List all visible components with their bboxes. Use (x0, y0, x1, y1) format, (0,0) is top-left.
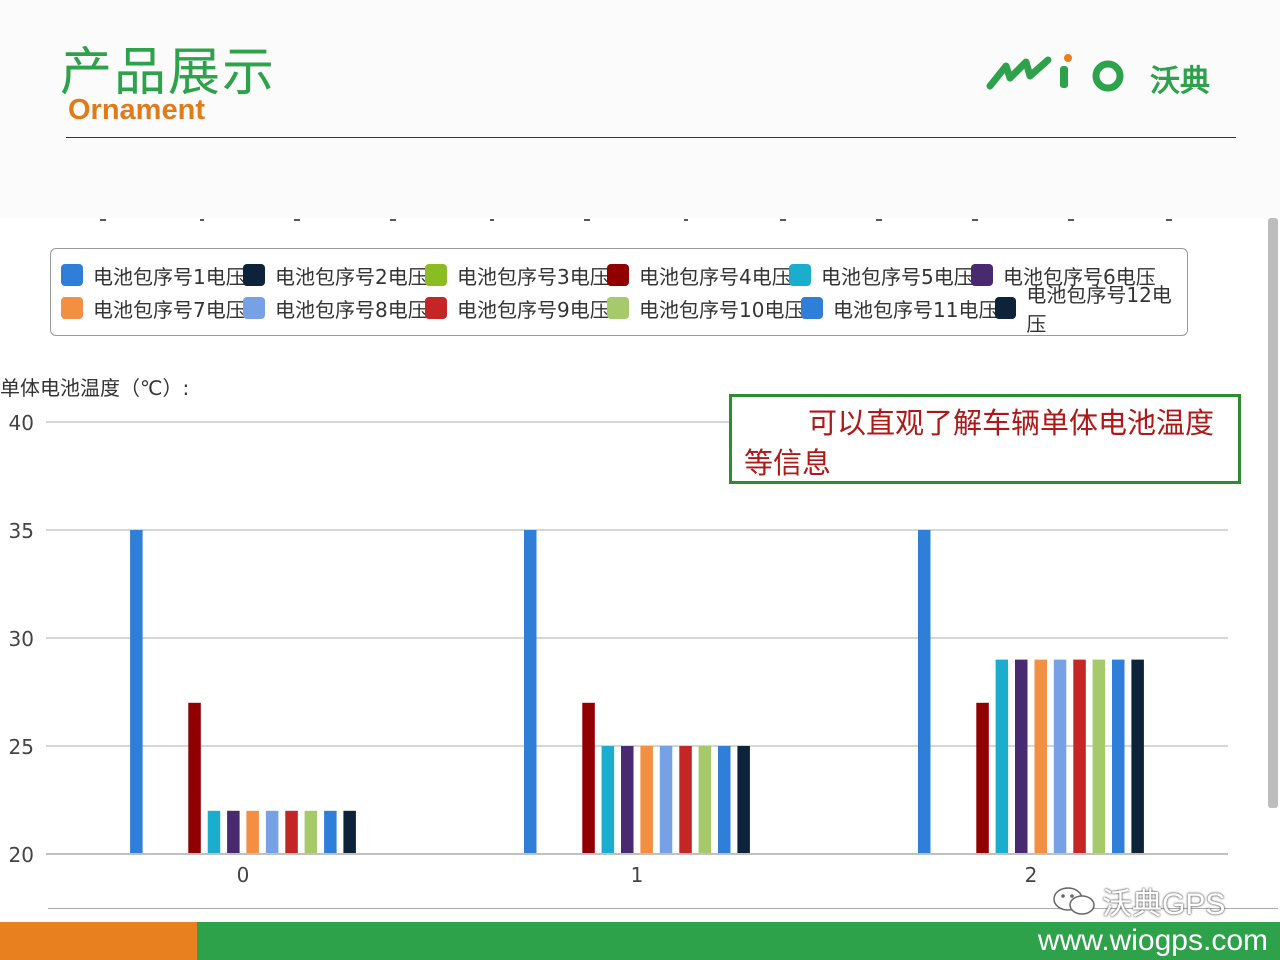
legend-swatch (61, 297, 83, 319)
bar[interactable] (718, 746, 731, 854)
legend-swatch (971, 264, 993, 286)
legend-label: 电池包序号3电压 (457, 264, 610, 289)
legend-label: 电池包序号10电压 (639, 297, 805, 322)
y-tick-label: 30 (9, 627, 34, 651)
bar[interactable] (737, 746, 750, 854)
legend-label: 电池包序号4电压 (639, 264, 792, 289)
x-tick-label: 2 (1025, 863, 1038, 887)
legend-swatch (425, 264, 447, 286)
y-tick-label: 40 (9, 411, 34, 435)
legend-item[interactable]: 电池包序号6电压 (971, 261, 1156, 289)
legend-swatch (607, 264, 629, 286)
legend-label: 电池包序号12电压 (1026, 283, 1172, 336)
legend-label: 电池包序号7电压 (93, 297, 246, 322)
footer-accent (0, 922, 197, 960)
legend-label: 电池包序号2电压 (275, 264, 428, 289)
legend-label: 电池包序号1电压 (93, 264, 246, 289)
bar[interactable] (601, 746, 615, 854)
legend-swatch (243, 264, 265, 286)
page-title: 产品展示 (60, 43, 277, 103)
legend-label: 电池包序号8电压 (275, 297, 428, 322)
y-tick-label: 35 (9, 519, 34, 543)
wio-logo (986, 54, 1124, 92)
bar[interactable] (227, 810, 240, 854)
bar[interactable] (130, 530, 143, 854)
y-axis-title: 单体电池温度（℃）: (0, 376, 190, 400)
bar[interactable] (324, 810, 337, 854)
legend-swatch (607, 297, 629, 319)
legend-item[interactable]: 电池包序号2电压 (243, 261, 428, 289)
legend-item[interactable]: 电池包序号8电压 (243, 294, 428, 322)
bar[interactable] (285, 810, 298, 854)
legend-swatch (801, 297, 823, 319)
bar[interactable] (918, 530, 931, 854)
bar[interactable] (246, 810, 259, 854)
legend-item[interactable]: 电池包序号5电压 (789, 261, 974, 289)
bar[interactable] (1015, 659, 1028, 854)
slide-header (0, 0, 1280, 220)
bar[interactable] (343, 810, 356, 854)
legend-swatch (425, 297, 447, 319)
x-tick-label: 1 (631, 863, 644, 887)
bar[interactable] (1112, 659, 1125, 854)
logo-text: 沃典 (1150, 64, 1210, 99)
legend-swatch (789, 264, 811, 286)
wechat-icon (1053, 887, 1095, 915)
legend-item[interactable]: 电池包序号10电压 (607, 294, 804, 322)
bar[interactable] (207, 810, 221, 854)
next-chart-edge (48, 908, 1278, 923)
y-tick-label: 25 (9, 735, 34, 759)
cropped-axis-marks (100, 219, 1172, 221)
bar[interactable] (524, 530, 537, 854)
bar[interactable] (995, 659, 1009, 854)
bar[interactable] (265, 810, 279, 854)
bar[interactable] (976, 702, 989, 854)
legend-item[interactable]: 电池包序号9电压 (425, 294, 610, 322)
footer-url[interactable]: www.wiogps.com (1037, 924, 1268, 957)
legend-swatch (243, 297, 265, 319)
bar[interactable] (188, 702, 201, 854)
callout-box: 可以直观了解车辆单体电池温度等信息 (729, 394, 1241, 484)
bar[interactable] (582, 702, 595, 854)
legend-item[interactable]: 电池包序号11电压 (801, 294, 998, 322)
wechat-watermark: 沃典GPS (1052, 883, 1225, 921)
legend-item[interactable]: 电池包序号1电压 (61, 261, 246, 289)
bar[interactable] (679, 746, 692, 854)
chart-legend: 电池包序号1电压 电池包序号2电压 电池包序号3电压 电池包序号4电压 电池包序号5电压… (50, 248, 1188, 336)
legend-item[interactable]: 电池包序号12电压 (995, 283, 1187, 336)
bar[interactable] (659, 746, 673, 854)
bar[interactable] (1053, 659, 1067, 854)
page-subtitle: Ornament (68, 94, 205, 126)
legend-item[interactable]: 电池包序号4电压 (607, 261, 792, 289)
legend-label: 电池包序号11电压 (833, 297, 999, 322)
x-tick-label: 0 (237, 863, 250, 887)
bar[interactable] (621, 746, 634, 854)
bar[interactable] (1073, 659, 1086, 854)
bar[interactable] (1131, 659, 1144, 854)
header-divider (66, 137, 1236, 138)
y-tick-label: 20 (9, 843, 34, 867)
legend-label: 电池包序号6电压 (1003, 264, 1156, 289)
legend-item[interactable]: 电池包序号3电压 (425, 261, 610, 289)
bar[interactable] (640, 746, 653, 854)
legend-swatch (61, 264, 83, 286)
bar[interactable] (1034, 659, 1048, 854)
bar[interactable] (1092, 659, 1106, 854)
footer-bar (197, 922, 1280, 960)
bar[interactable] (304, 810, 318, 854)
legend-item[interactable]: 电池包序号7电压 (61, 294, 246, 322)
legend-label: 电池包序号5电压 (821, 264, 974, 289)
legend-label: 电池包序号9电压 (457, 297, 610, 322)
bar-chart: 20 25 30 35 40 0 1 2 (9, 411, 1228, 887)
watermark-text: 沃典GPS (1102, 888, 1226, 921)
bar[interactable] (698, 746, 712, 854)
legend-swatch (995, 297, 1017, 319)
vertical-scrollbar[interactable] (1268, 218, 1278, 808)
